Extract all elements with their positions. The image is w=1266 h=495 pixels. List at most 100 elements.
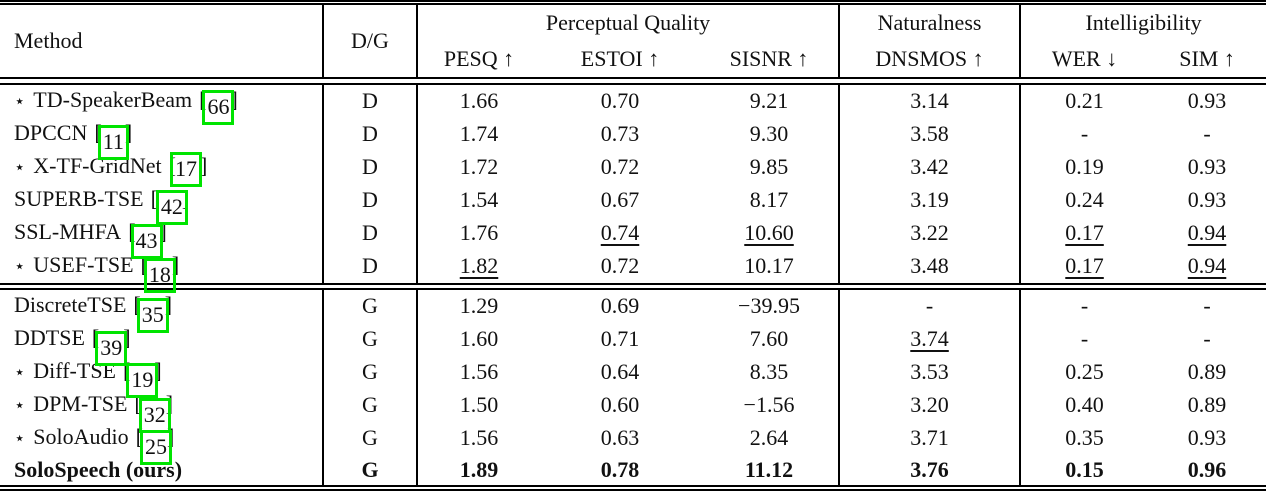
metric-value: - <box>1080 326 1089 351</box>
metric-value: 0.78 <box>600 456 640 482</box>
citation-link[interactable]: 18 <box>143 258 176 293</box>
col-header-method: Method <box>14 27 83 53</box>
pesq-cell: 1.29 <box>416 289 540 323</box>
metric-value: 3.20 <box>910 392 949 417</box>
metric-value: 11.12 <box>744 456 794 482</box>
bracket: [ <box>150 186 158 211</box>
metric-value: 1.56 <box>459 425 499 450</box>
wer-cell: 0.25 <box>1019 355 1149 389</box>
metric-value: 1.60 <box>459 326 499 351</box>
dg-value: D <box>322 84 417 118</box>
citation-link[interactable]: 42 <box>155 190 188 225</box>
pesq-cell: 1.56 <box>416 421 540 455</box>
dg-value: G <box>322 454 417 488</box>
citation-number: 11 <box>102 129 124 154</box>
metric-value: 9.30 <box>749 121 789 146</box>
group-header-naturalness: Naturalness <box>838 2 1021 41</box>
section-divider <box>0 282 1266 290</box>
metric-value: 9.85 <box>749 154 789 179</box>
metric-value: 0.93 <box>1187 154 1227 179</box>
citation-link[interactable]: 32 <box>138 398 171 433</box>
dnsmos-cell: 3.14 <box>838 84 1021 118</box>
citation-number: 25 <box>144 434 167 459</box>
star-icon: ⋆ <box>14 256 26 276</box>
metric-value: −1.56 <box>743 392 795 417</box>
pesq-cell: 1.74 <box>416 117 540 151</box>
citation-link[interactable]: 25 <box>139 430 172 465</box>
dnsmos-cell: 3.20 <box>838 388 1021 422</box>
pesq-cell: 1.56 <box>416 355 540 389</box>
metric-value: −39.95 <box>738 293 800 318</box>
wer-cell: 0.15 <box>1019 454 1149 488</box>
estoi-cell: 0.63 <box>540 422 700 455</box>
citation-number: 19 <box>131 367 154 392</box>
metric-value: 1.50 <box>459 392 499 417</box>
dg-value: G <box>322 322 417 356</box>
method-name: DDTSE <box>14 325 85 350</box>
metric-value: 0.19 <box>1065 154 1104 179</box>
group-header-intelligibility: Intelligibility <box>1019 2 1266 41</box>
star-icon: ⋆ <box>14 362 26 382</box>
citation-link[interactable]: 66 <box>202 90 235 125</box>
metric-value: 0.25 <box>1065 359 1104 384</box>
sim-cell: - <box>1148 118 1266 151</box>
estoi-cell: 0.71 <box>540 323 700 356</box>
metric-value: 1.74 <box>459 121 499 146</box>
sim-cell: 0.96 <box>1148 455 1266 488</box>
estoi-cell: 0.67 <box>540 184 700 217</box>
estoi-cell: 0.78 <box>540 455 700 488</box>
wer-cell: 0.17 <box>1019 249 1149 283</box>
table-row-ours: SoloSpeech (ours) G 1.89 0.78 11.12 3.76… <box>0 454 1266 488</box>
sisnr-cell: 8.35 <box>700 356 839 389</box>
citation-link[interactable]: 19 <box>126 363 159 398</box>
metric-value: 3.14 <box>910 88 949 113</box>
sisnr-cell: 9.85 <box>700 151 839 184</box>
col-header-sisnr: SISNR ↑ <box>729 45 809 71</box>
metric-value: - <box>1080 293 1089 318</box>
table-row: SUPERB-TSE[42] D 1.54 0.67 8.17 3.19 0.2… <box>0 183 1266 225</box>
pesq-cell: 1.89 <box>416 454 540 488</box>
citation-link[interactable]: 11 <box>97 125 129 160</box>
citation-link[interactable]: 35 <box>136 298 169 333</box>
metric-value: 8.17 <box>749 187 789 212</box>
dg-value: G <box>322 289 417 323</box>
metric-value: 0.89 <box>1187 359 1227 384</box>
metric-value: 0.93 <box>1187 187 1227 212</box>
header-group-row: Method D/G Perceptual Quality Naturalnes… <box>0 2 1266 77</box>
dg-value: G <box>322 355 417 389</box>
citation-link[interactable]: 39 <box>95 331 128 366</box>
table-row: DiscreteTSE [35] G 1.29 0.69 −39.95 - - - <box>0 289 1266 333</box>
table-row: SSL-MHFA [43] D 1.76 0.74 10.60 3.22 0.17… <box>0 216 1266 259</box>
wer-cell: 0.17 <box>1019 216 1149 250</box>
bracket: [ <box>135 424 143 449</box>
metric-value: 7.60 <box>749 326 789 351</box>
sisnr-cell: −39.95 <box>700 290 839 323</box>
metric-value: 0.35 <box>1065 425 1104 450</box>
citation-link[interactable]: 43 <box>130 224 163 259</box>
wer-cell: 0.19 <box>1019 150 1149 184</box>
citation-number: 18 <box>148 262 171 287</box>
citation-link[interactable]: 17 <box>169 152 202 187</box>
metric-value: 0.69 <box>600 293 640 318</box>
bracket: ] <box>199 153 208 178</box>
header-divider <box>0 76 1266 85</box>
dg-value: G <box>322 388 417 422</box>
citation-number: 43 <box>135 228 158 253</box>
sisnr-cell: 8.17 <box>700 184 839 217</box>
metric-value: 1.76 <box>459 220 499 245</box>
metric-value: 0.71 <box>600 326 640 351</box>
sisnr-cell: −1.56 <box>700 389 839 422</box>
table-row: DPCCN [11] D 1.74 0.73 9.30 3.58 - - <box>0 117 1266 160</box>
table-row: ⋆ SoloAudio [25] G 1.56 0.63 2.64 3.71 0.3… <box>0 421 1266 465</box>
metric-value: 3.76 <box>910 456 949 482</box>
sim-cell: - <box>1148 290 1266 323</box>
method-name: Diff-TSE <box>33 358 116 383</box>
metric-value: 0.21 <box>1065 88 1104 113</box>
metric-value: 10.17 <box>744 253 794 278</box>
metric-value: 0.70 <box>600 88 640 113</box>
metric-value: 0.96 <box>1187 456 1227 482</box>
sim-cell: 0.93 <box>1148 85 1266 118</box>
metric-value: 3.58 <box>910 121 949 146</box>
table-header: Method D/G Perceptual Quality Naturalnes… <box>0 2 1266 77</box>
generative-section: DiscreteTSE [35] G 1.29 0.69 −39.95 - - -… <box>0 289 1266 488</box>
